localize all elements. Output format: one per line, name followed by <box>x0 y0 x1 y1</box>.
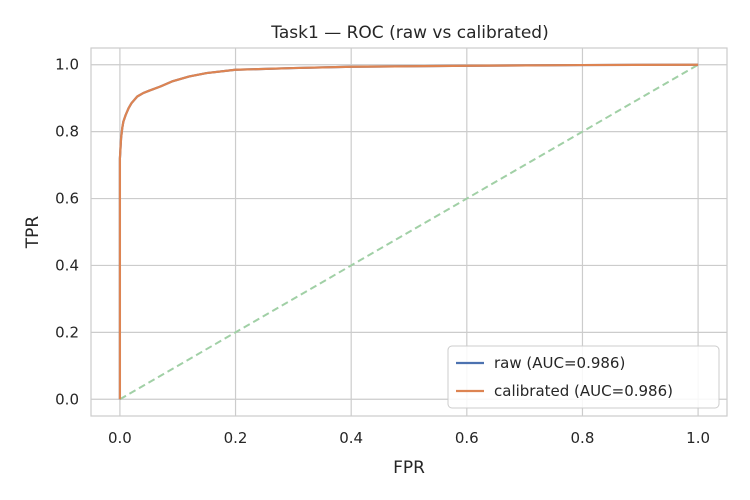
x-axis-label: FPR <box>393 458 425 478</box>
y-tick-label: 0.2 <box>55 323 79 341</box>
x-tick-label: 0.0 <box>108 429 132 447</box>
legend-label: raw (AUC=0.986) <box>494 354 625 372</box>
legend: raw (AUC=0.986) calibrated (AUC=0.986) <box>447 345 720 409</box>
chart-title: Task1 — ROC (raw vs calibrated) <box>270 23 548 43</box>
x-tick-label: 0.4 <box>339 429 363 447</box>
x-tick-label: 0.8 <box>571 429 595 447</box>
series-layer <box>118 63 699 401</box>
y-axis-label: TPR <box>23 216 43 250</box>
legend-box <box>447 345 720 409</box>
y-tick-label: 1.0 <box>55 56 79 74</box>
diagonal-reference-line <box>119 63 699 401</box>
y-tick-label: 0.4 <box>55 256 79 274</box>
x-tick-label: 0.2 <box>224 429 248 447</box>
series-line-calibrated <box>118 63 699 400</box>
x-axis-ticks: 0.0 0.2 0.4 0.6 0.8 1.0 <box>108 429 710 447</box>
x-tick-label: 0.6 <box>455 429 479 447</box>
x-tick-label: 1.0 <box>686 429 710 447</box>
y-tick-label: 0.6 <box>55 190 79 208</box>
legend-label: calibrated (AUC=0.986) <box>494 382 673 400</box>
y-tick-label: 0.0 <box>55 390 79 408</box>
y-axis-ticks: 0.0 0.2 0.4 0.6 0.8 1.0 <box>55 56 79 409</box>
y-tick-label: 0.8 <box>55 123 79 141</box>
